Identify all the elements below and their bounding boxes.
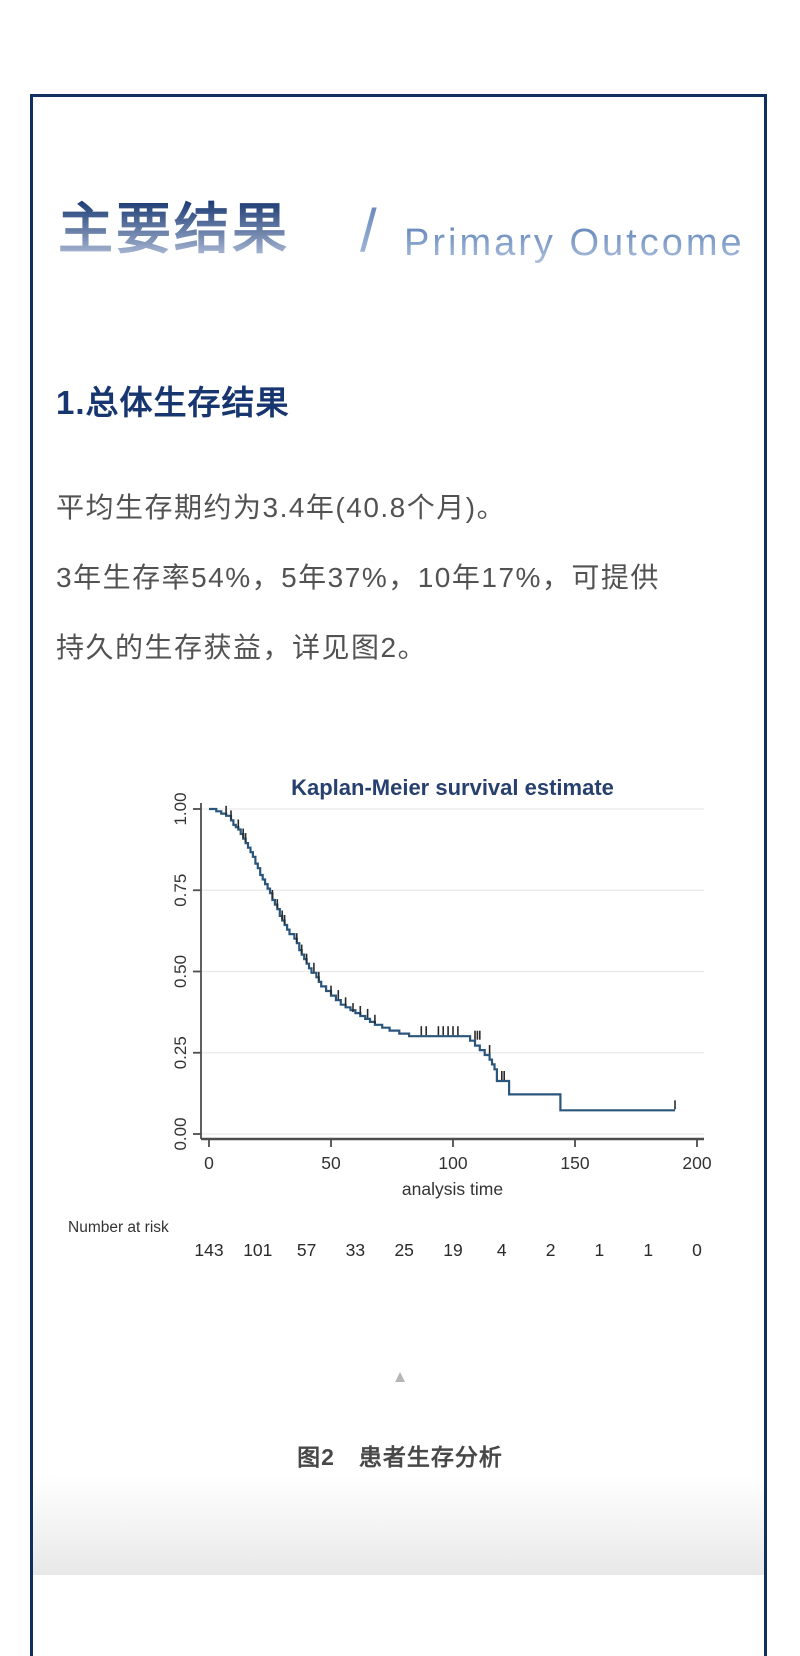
svg-text:Number at risk: Number at risk [68, 1219, 169, 1236]
km-chart-svg: 0.00 0.25 0.50 0.75 1.00 0 50 100 150 200 analysis… [68, 775, 712, 1260]
svg-text:0: 0 [692, 1240, 702, 1260]
svg-text:1: 1 [595, 1240, 605, 1260]
page-title-cn: 主要结果 [58, 198, 291, 260]
section-heading: 1.总体生存结果 [56, 384, 290, 421]
svg-text:101: 101 [243, 1240, 272, 1260]
svg-text:200: 200 [682, 1153, 711, 1173]
svg-text:Kaplan-Meier survival estimate: Kaplan-Meier survival estimate [291, 775, 614, 800]
svg-text:19: 19 [443, 1240, 462, 1260]
svg-text:100: 100 [438, 1153, 467, 1173]
svg-text:1: 1 [643, 1240, 653, 1260]
svg-text:143: 143 [194, 1240, 223, 1260]
figure-caption: 图2 患者生存分析 [297, 1444, 503, 1470]
svg-text:1.00: 1.00 [171, 792, 190, 825]
km-figure: 0.00 0.25 0.50 0.75 1.00 0 50 100 150 200 analysis… [40, 758, 760, 1270]
svg-text:0.25: 0.25 [171, 1036, 190, 1069]
svg-text:0.50: 0.50 [171, 955, 190, 988]
svg-text:2: 2 [546, 1240, 556, 1260]
collapse-triangle-icon: ▲ [391, 1367, 409, 1386]
paragraph-line: 3年生存率54%，5年37%，10年17%，可提供 [56, 562, 660, 593]
footer-gradient-band [33, 1476, 764, 1575]
page-title-en: Primary Outcome [404, 222, 745, 264]
svg-text:0.75: 0.75 [171, 874, 190, 907]
svg-text:57: 57 [297, 1240, 316, 1260]
paragraph-line: 持久的生存获益，详见图2。 [56, 632, 428, 663]
paragraph-line: 平均生存期约为3.4年(40.8个月)。 [56, 492, 507, 523]
svg-text:150: 150 [560, 1153, 589, 1173]
svg-text:analysis time: analysis time [402, 1179, 503, 1199]
svg-text:0: 0 [204, 1153, 214, 1173]
content-frame [30, 94, 767, 1656]
svg-text:50: 50 [321, 1153, 341, 1173]
svg-text:25: 25 [394, 1240, 413, 1260]
svg-text:4: 4 [497, 1240, 507, 1260]
title-divider-slash: / [360, 197, 377, 264]
svg-text:0.00: 0.00 [171, 1117, 190, 1150]
svg-text:33: 33 [346, 1240, 365, 1260]
